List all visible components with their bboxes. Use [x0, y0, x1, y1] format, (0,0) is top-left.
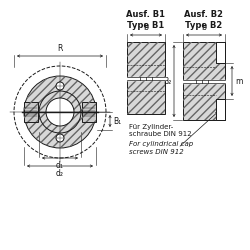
- Text: b: b: [144, 23, 148, 32]
- Text: Ausf. B2
Type B2: Ausf. B2 Type B2: [184, 10, 224, 30]
- Bar: [127, 42, 165, 114]
- Bar: [183, 42, 225, 120]
- Text: d₁: d₁: [56, 161, 64, 170]
- Circle shape: [24, 76, 96, 148]
- Bar: [216, 99, 225, 120]
- Circle shape: [56, 134, 64, 142]
- Bar: [183, 42, 225, 120]
- Bar: [24, 102, 38, 122]
- Text: R: R: [57, 44, 63, 53]
- Text: B₁: B₁: [113, 116, 121, 126]
- Text: Für Zylinder-
schraube DIN 912: Für Zylinder- schraube DIN 912: [129, 124, 192, 138]
- Text: B₂: B₂: [164, 76, 172, 86]
- Bar: [127, 42, 165, 114]
- Circle shape: [46, 98, 74, 126]
- Text: For cylindrical cap
screws DIN 912: For cylindrical cap screws DIN 912: [129, 141, 193, 154]
- Text: m: m: [235, 76, 242, 86]
- Bar: [24, 102, 38, 122]
- Circle shape: [56, 82, 64, 90]
- Text: d₂: d₂: [56, 169, 64, 178]
- Bar: [82, 102, 96, 122]
- Text: Ausf. B1
Type B1: Ausf. B1 Type B1: [126, 10, 166, 30]
- Text: b: b: [202, 23, 206, 32]
- Bar: [216, 42, 225, 63]
- Bar: [82, 102, 96, 122]
